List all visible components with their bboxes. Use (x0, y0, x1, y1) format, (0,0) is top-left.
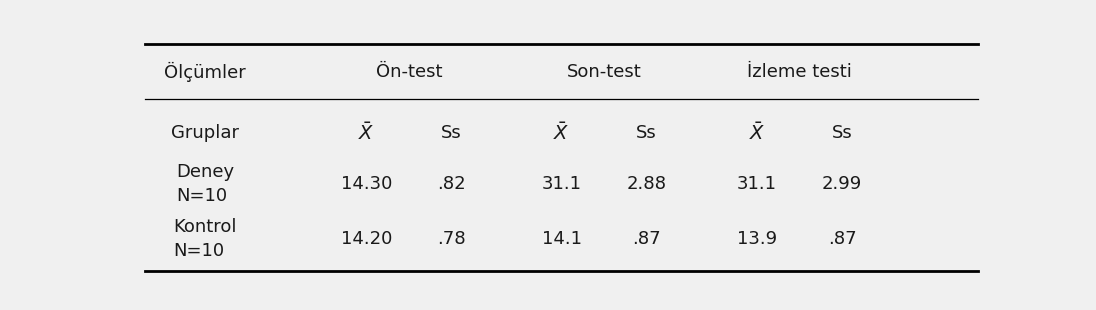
Text: $\bar{X}$: $\bar{X}$ (749, 122, 765, 144)
Text: 2.99: 2.99 (822, 175, 863, 193)
Text: 2.88: 2.88 (627, 175, 666, 193)
Text: 13.9: 13.9 (737, 230, 777, 248)
Text: Ss: Ss (832, 124, 853, 142)
Text: Ss: Ss (637, 124, 657, 142)
Text: İzleme testi: İzleme testi (747, 63, 852, 81)
Text: $\bar{X}$: $\bar{X}$ (553, 122, 570, 144)
Text: Deney
N=10: Deney N=10 (175, 163, 235, 205)
Text: .78: .78 (437, 230, 466, 248)
Text: 31.1: 31.1 (738, 175, 777, 193)
Text: 14.30: 14.30 (341, 175, 392, 193)
Text: Ön-test: Ön-test (376, 63, 442, 81)
Text: Ss: Ss (441, 124, 461, 142)
Text: 14.20: 14.20 (341, 230, 392, 248)
Text: 14.1: 14.1 (541, 230, 582, 248)
Text: .87: .87 (632, 230, 661, 248)
Text: $\bar{X}$: $\bar{X}$ (358, 122, 375, 144)
Text: Ölçümler: Ölçümler (164, 62, 246, 82)
Text: .87: .87 (827, 230, 856, 248)
Text: .82: .82 (437, 175, 466, 193)
Text: Kontrol
N=10: Kontrol N=10 (173, 218, 237, 260)
Text: Son-test: Son-test (567, 63, 641, 81)
Text: Gruplar: Gruplar (171, 124, 239, 142)
Text: 31.1: 31.1 (541, 175, 582, 193)
